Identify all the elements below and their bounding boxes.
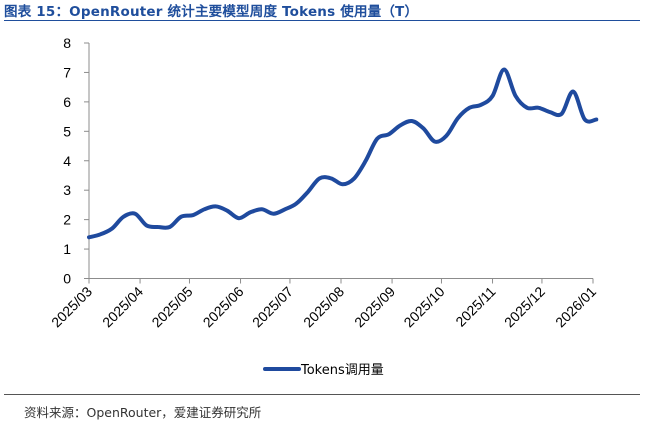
legend: Tokens调用量 — [263, 363, 384, 378]
x-tick-label: 2025/06 — [200, 283, 247, 330]
y-axis: 0 1 2 3 4 5 6 7 8 — [63, 35, 90, 287]
y-tick-label: 8 — [63, 35, 71, 51]
legend-label: Tokens调用量 — [300, 363, 384, 378]
y-tick-label: 2 — [63, 212, 71, 228]
x-tick-label: 2025/05 — [148, 283, 195, 330]
series-layer — [87, 67, 599, 240]
x-tick-label: 2025/08 — [300, 283, 347, 330]
source-note: 资料来源：OpenRouter，爱建证券研究所 — [24, 405, 262, 420]
source-rule — [4, 394, 640, 395]
y-tick-label: 4 — [63, 153, 71, 169]
title-rule — [4, 20, 640, 21]
x-tick-label: 2025/12 — [501, 283, 548, 330]
series-line-tokens — [87, 67, 599, 240]
y-tick-label: 5 — [63, 123, 71, 139]
figure-title: 图表 15：OpenRouter 统计主要模型周度 Tokens 使用量（T） — [4, 4, 419, 20]
x-tick-label: 2025/09 — [351, 283, 398, 330]
y-tick-label: 3 — [63, 182, 71, 198]
y-tick-label: 6 — [63, 94, 71, 110]
y-tick-label: 0 — [63, 271, 71, 287]
x-tick-label: 2025/03 — [48, 283, 95, 330]
x-axis: 2025/03 2025/04 2025/05 2025/06 2025/07 2025/… — [48, 278, 599, 330]
x-tick-label: 2026/01 — [552, 283, 599, 330]
x-tick-label: 2025/11 — [452, 283, 499, 330]
y-tick-label: 1 — [63, 241, 71, 257]
x-tick-label: 2025/07 — [249, 283, 296, 330]
x-tick-label: 2025/10 — [400, 283, 447, 330]
y-tick-label: 7 — [63, 64, 71, 80]
x-tick-label: 2025/04 — [99, 283, 146, 330]
